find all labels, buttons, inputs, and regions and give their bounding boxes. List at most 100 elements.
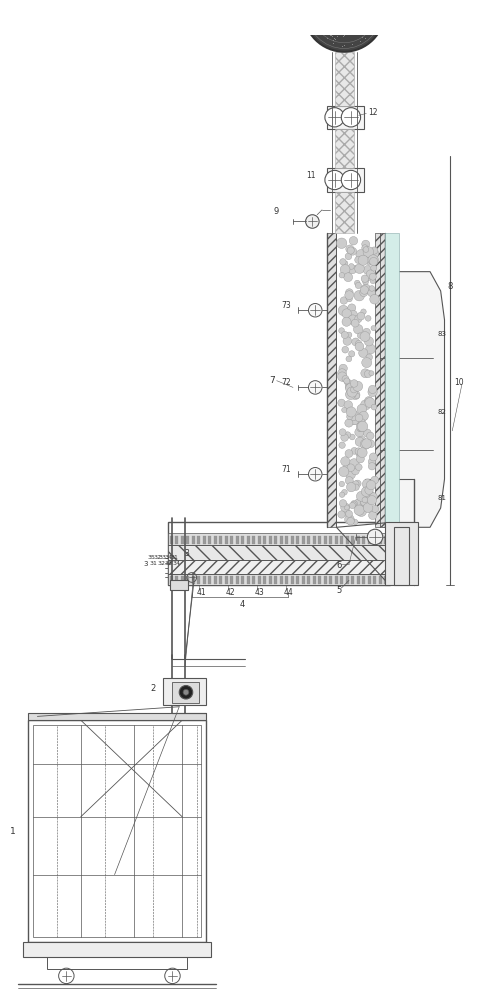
Bar xyxy=(285,536,288,544)
Circle shape xyxy=(363,503,373,512)
Circle shape xyxy=(366,480,376,490)
Circle shape xyxy=(353,414,362,423)
Circle shape xyxy=(325,108,344,127)
Circle shape xyxy=(358,427,362,432)
Bar xyxy=(169,576,173,584)
Bar xyxy=(192,576,195,584)
Circle shape xyxy=(355,414,363,422)
Bar xyxy=(208,536,212,544)
Circle shape xyxy=(371,476,379,484)
Circle shape xyxy=(339,467,349,477)
Bar xyxy=(241,576,244,584)
Circle shape xyxy=(354,505,364,515)
Circle shape xyxy=(337,372,347,381)
Circle shape xyxy=(356,464,362,471)
Circle shape xyxy=(347,296,352,302)
Bar xyxy=(33,725,202,937)
Circle shape xyxy=(309,467,322,481)
Circle shape xyxy=(367,432,374,440)
Bar xyxy=(197,576,201,584)
Circle shape xyxy=(369,286,375,291)
Circle shape xyxy=(365,276,370,281)
Bar xyxy=(180,576,184,584)
Bar xyxy=(28,720,206,942)
Text: 8: 8 xyxy=(447,282,453,291)
Circle shape xyxy=(342,407,347,413)
Circle shape xyxy=(351,390,360,400)
Text: 13: 13 xyxy=(390,0,400,1)
Circle shape xyxy=(338,399,345,407)
Circle shape xyxy=(347,386,356,395)
Bar xyxy=(214,576,217,584)
Bar xyxy=(329,536,333,544)
Circle shape xyxy=(355,499,361,505)
Text: 7: 7 xyxy=(269,376,275,385)
Circle shape xyxy=(341,108,360,127)
Bar xyxy=(335,129,354,168)
Circle shape xyxy=(306,215,319,228)
Bar xyxy=(296,576,300,584)
Circle shape xyxy=(353,484,359,490)
Circle shape xyxy=(346,332,352,338)
Circle shape xyxy=(371,386,375,391)
Circle shape xyxy=(351,319,359,327)
Circle shape xyxy=(347,464,355,472)
Bar xyxy=(163,678,206,705)
Bar xyxy=(301,576,305,584)
Text: 9: 9 xyxy=(274,207,279,216)
Circle shape xyxy=(363,247,369,252)
Circle shape xyxy=(349,459,359,469)
Bar xyxy=(285,576,288,584)
Bar xyxy=(168,560,390,574)
Circle shape xyxy=(347,390,354,397)
Circle shape xyxy=(361,275,369,282)
Text: 82: 82 xyxy=(438,409,446,415)
Text: 1: 1 xyxy=(11,827,16,836)
Circle shape xyxy=(352,481,359,488)
Circle shape xyxy=(345,515,354,524)
Bar xyxy=(186,576,190,584)
Circle shape xyxy=(363,328,371,336)
Circle shape xyxy=(309,381,322,394)
Bar xyxy=(225,536,228,544)
Bar xyxy=(335,52,354,106)
Bar xyxy=(335,192,354,233)
Text: 81: 81 xyxy=(438,495,447,501)
Circle shape xyxy=(346,289,353,296)
Circle shape xyxy=(358,419,365,426)
Circle shape xyxy=(355,428,364,437)
Text: 83: 83 xyxy=(438,331,447,337)
Circle shape xyxy=(365,398,375,408)
Circle shape xyxy=(344,273,353,282)
Bar xyxy=(362,536,365,544)
Circle shape xyxy=(339,429,346,436)
Circle shape xyxy=(356,455,364,463)
Circle shape xyxy=(362,479,373,489)
Bar xyxy=(384,233,399,527)
Bar xyxy=(203,536,206,544)
Circle shape xyxy=(325,170,344,190)
Circle shape xyxy=(360,400,371,410)
Circle shape xyxy=(356,421,367,432)
Circle shape xyxy=(360,439,371,449)
Circle shape xyxy=(358,333,363,338)
Bar xyxy=(375,233,384,527)
Circle shape xyxy=(368,481,376,489)
Bar xyxy=(219,536,222,544)
Circle shape xyxy=(348,351,355,357)
Circle shape xyxy=(357,404,367,414)
Bar xyxy=(279,536,283,544)
Circle shape xyxy=(344,401,353,409)
Bar xyxy=(368,536,371,544)
Circle shape xyxy=(339,492,345,497)
Circle shape xyxy=(350,380,358,387)
Circle shape xyxy=(362,245,368,251)
Text: 6: 6 xyxy=(336,561,342,570)
Circle shape xyxy=(346,469,356,479)
Circle shape xyxy=(346,391,352,397)
Circle shape xyxy=(340,259,346,265)
Bar xyxy=(258,576,261,584)
Circle shape xyxy=(371,326,376,331)
Circle shape xyxy=(357,448,367,458)
Circle shape xyxy=(360,332,370,342)
